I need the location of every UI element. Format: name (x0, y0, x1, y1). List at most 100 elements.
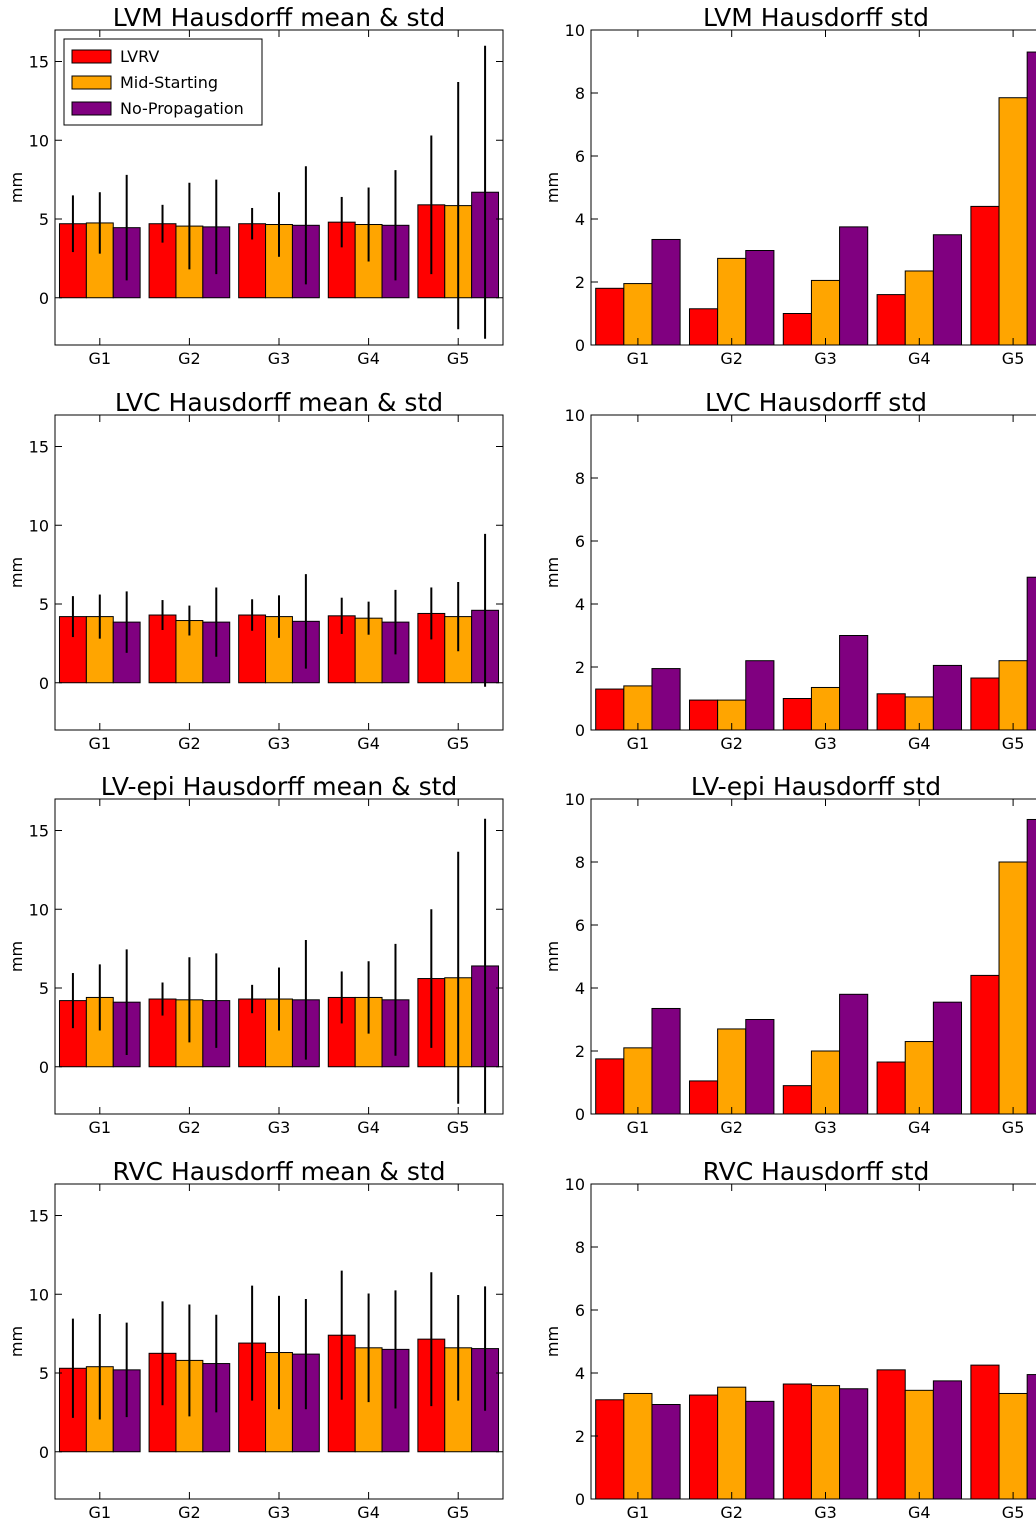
bar-lvrv-g1 (596, 689, 624, 730)
bar-no-propagation-g3 (840, 636, 868, 731)
x-tick-label-g3: G3 (814, 349, 837, 368)
x-tick-label-g5: G5 (1002, 1503, 1025, 1520)
x-tick-label-g3: G3 (268, 1503, 291, 1520)
bar-lvrv-g1 (596, 1059, 624, 1114)
x-tick-label-g5: G5 (447, 1503, 470, 1520)
legend-swatch-lvrv (72, 50, 111, 63)
x-tick-label-g2: G2 (178, 1118, 201, 1137)
x-tick-label-g4: G4 (357, 734, 380, 753)
y-axis-label: mm (543, 172, 562, 203)
x-tick-label-g1: G1 (627, 349, 650, 368)
x-tick-label-g5: G5 (1002, 734, 1025, 753)
y-tick-label: 15 (29, 1207, 49, 1226)
y-axis-label: mm (7, 941, 26, 972)
bar-mid-starting-g5 (999, 98, 1027, 345)
x-tick-label-g4: G4 (357, 1118, 380, 1137)
chart-panel-1: 0 5 10 15 G1 G2 G3 G4 G5 LVM Hausdorff mean & std… (7, 3, 503, 368)
y-tick-label: 8 (575, 1238, 585, 1257)
y-tick-label: 8 (575, 853, 585, 872)
chart-title: LVC Hausdorff std (705, 388, 927, 417)
chart-title: LV-epi Hausdorff mean & std (101, 772, 458, 801)
y-tick-label: 0 (39, 1443, 49, 1462)
y-tick-label: 10 (29, 131, 49, 150)
x-tick-label-g1: G1 (89, 1118, 112, 1137)
bar-mid-starting-g1 (624, 1048, 652, 1114)
chart-panel-2: 0 2 4 6 8 10 G1 G2 G3 G4 G5 LVM Hausdorff std mm (543, 3, 1036, 368)
y-axis-label: mm (543, 1326, 562, 1357)
y-tick-label: 0 (39, 1058, 49, 1077)
x-tick-label-g1: G1 (627, 734, 650, 753)
bar-no-propagation-g5 (1027, 819, 1036, 1114)
bar-mid-starting-g3 (811, 1386, 839, 1499)
y-axis-label: mm (7, 172, 26, 203)
legend: LVRV Mid-Starting No-Propagation (64, 39, 262, 125)
x-tick-label-g4: G4 (908, 349, 931, 368)
bar-no-propagation-g2 (746, 661, 774, 730)
chart-title: RVC Hausdorff std (703, 1157, 930, 1186)
y-tick-label: 5 (39, 595, 49, 614)
x-tick-label-g4: G4 (908, 734, 931, 753)
bar-lvrv-g4 (877, 295, 905, 345)
y-tick-label: 5 (39, 210, 49, 229)
x-tick-label-g3: G3 (268, 1118, 291, 1137)
x-tick-label-g2: G2 (720, 734, 743, 753)
y-tick-label: 6 (575, 147, 585, 166)
x-tick-label-g1: G1 (89, 734, 112, 753)
legend-label-lvrv: LVRV (120, 47, 159, 66)
chart-panel-7: 0 5 10 15 G1 G2 G3 G4 G5 RVC Hausdorff mean & std… (7, 1157, 503, 1520)
legend-label-no-propagation: No-Propagation (120, 99, 244, 118)
y-tick-label: 6 (575, 532, 585, 551)
x-tick-label-g2: G2 (178, 1503, 201, 1520)
bar-mid-starting-g4 (905, 1042, 933, 1114)
chart-panel-5: 0 5 10 15 G1 G2 G3 G4 G5 LV-epi Hausdorff mean & … (7, 772, 503, 1137)
x-tick-label-g5: G5 (1002, 349, 1025, 368)
bar-no-propagation-g4 (933, 235, 961, 345)
y-tick-label: 4 (575, 595, 585, 614)
chart-panel-4: 0 2 4 6 8 10 G1 G2 G3 G4 G5 LVC Hausdorff std mm (543, 388, 1036, 753)
bar-lvrv-g3 (783, 699, 811, 731)
x-tick-label-g3: G3 (268, 734, 291, 753)
bar-lvrv-g5 (971, 1365, 999, 1499)
y-tick-label: 10 (565, 1175, 585, 1194)
bar-lvrv-g1 (596, 1400, 624, 1499)
bar-lvrv-g5 (971, 975, 999, 1114)
y-tick-label: 8 (575, 84, 585, 103)
bar-mid-starting-g4 (905, 1390, 933, 1499)
bar-lvrv-g2 (689, 1081, 717, 1114)
y-tick-label: 10 (29, 1285, 49, 1304)
bar-mid-starting-g3 (811, 280, 839, 345)
bar-mid-starting-g4 (905, 271, 933, 345)
bar-lvrv-g4 (877, 1370, 905, 1499)
x-tick-label-g5: G5 (1002, 1118, 1025, 1137)
y-tick-label: 10 (29, 900, 49, 919)
bar-lvrv-g1 (596, 288, 624, 345)
x-tick-label-g4: G4 (357, 1503, 380, 1520)
x-tick-label-g3: G3 (814, 1118, 837, 1137)
y-tick-label: 0 (575, 721, 585, 740)
x-tick-label-g2: G2 (720, 1503, 743, 1520)
x-tick-label-g1: G1 (627, 1503, 650, 1520)
bar-mid-starting-g5 (999, 862, 1027, 1114)
bar-lvrv-g2 (689, 1395, 717, 1499)
y-tick-label: 2 (575, 658, 585, 677)
y-tick-label: 2 (575, 1427, 585, 1446)
y-tick-label: 10 (565, 406, 585, 425)
x-tick-label-g4: G4 (908, 1503, 931, 1520)
y-axis-label: mm (543, 941, 562, 972)
x-tick-label-g2: G2 (178, 734, 201, 753)
bar-mid-starting-g1 (624, 1393, 652, 1499)
bar-lvrv-g4 (877, 694, 905, 730)
y-tick-label: 5 (39, 979, 49, 998)
y-tick-label: 5 (39, 1364, 49, 1383)
chart-panel-8: 0 2 4 6 8 10 G1 G2 G3 G4 G5 RVC Hausdorff std mm (543, 1157, 1036, 1520)
bar-no-propagation-g2 (746, 1401, 774, 1499)
x-tick-label-g1: G1 (89, 1503, 112, 1520)
bar-lvrv-g5 (971, 678, 999, 730)
bar-mid-starting-g3 (811, 1051, 839, 1114)
chart-panel-6: 0246810G1 G2 G3 G4 G5LV-epi Hausdorff stdmm (543, 772, 1036, 1137)
x-tick-label-g2: G2 (720, 349, 743, 368)
y-tick-label: 15 (29, 53, 49, 72)
chart-panel-3: 0 5 10 15 G1 G2 G3 G4 G5 LVC Hausdorff mean & std… (7, 388, 503, 753)
y-tick-label: 0 (575, 336, 585, 355)
